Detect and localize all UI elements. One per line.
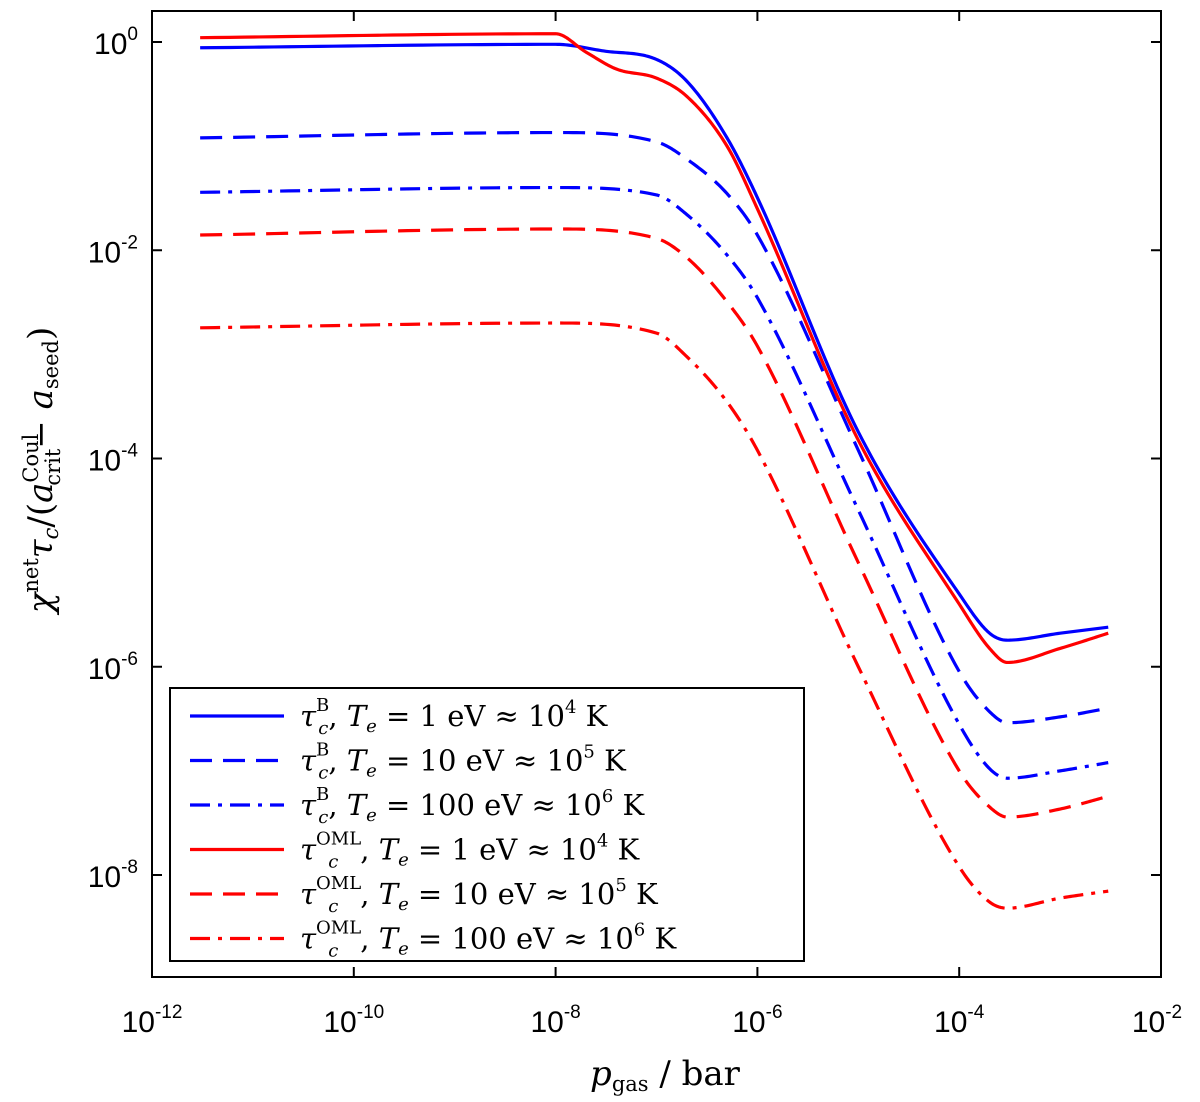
legend-label-2: τB c, Te = 10 eV ≈ 105 K bbox=[300, 740, 627, 784]
y-axis-label-minus: − bbox=[21, 409, 61, 448]
y-axis-label-a2-sub: seed bbox=[39, 340, 63, 389]
y-axis-label-close: ) bbox=[21, 327, 61, 340]
legend-label-6: τOML c, Te = 100 eV ≈ 106 K bbox=[300, 918, 677, 962]
legend: τB c, Te = 1 eV ≈ 104 KτB c, Te = 10 eV ≈ … bbox=[169, 687, 805, 962]
legend-entries: τB c, Te = 1 eV ≈ 104 KτB c, Te = 10 eV ≈ … bbox=[190, 695, 677, 962]
y-tick-label-1: 100 bbox=[94, 24, 138, 61]
legend-label-5: τOML c, Te = 10 eV ≈ 105 K bbox=[300, 873, 659, 917]
y-axis-label-tau: τ bbox=[21, 538, 61, 558]
x-tick-label-3: 10-8 bbox=[530, 1002, 580, 1039]
y-axis-label-chi: χ bbox=[21, 590, 61, 615]
x-axis-label-slash: / bbox=[649, 1054, 682, 1094]
x-tick-label-4: 10-6 bbox=[732, 1002, 782, 1039]
y-axis-label-a1-sub: crit bbox=[41, 448, 65, 486]
y-tick-label-2: 10-2 bbox=[88, 232, 138, 269]
y-tick-labels: 100 10-2 10-4 10-6 10-8 bbox=[88, 24, 139, 894]
y-tick-label-4: 10-6 bbox=[88, 649, 138, 686]
x-tick-label-2: 10-10 bbox=[323, 1002, 384, 1039]
series-line-1 bbox=[200, 42, 1109, 642]
legend-label-3: τB c, Te = 100 eV ≈ 106 K bbox=[300, 784, 646, 828]
x-tick-label-5: 10-4 bbox=[934, 1002, 985, 1039]
series-line-4 bbox=[200, 32, 1109, 665]
series-line-6 bbox=[200, 321, 1109, 910]
series-line-5 bbox=[200, 227, 1109, 819]
y-axis-label: χnetτc/(aCoulcrit− aseed) bbox=[19, 327, 65, 615]
tick-layer bbox=[151, 11, 1162, 977]
x-tick-label-6: 10-2 bbox=[1132, 1002, 1182, 1039]
x-tick-labels: 10-12 10-10 10-8 10-6 10-4 10-2 bbox=[122, 1002, 1183, 1039]
x-axis-label-unit: bar bbox=[682, 1054, 741, 1094]
y-axis-label-a1: a bbox=[21, 483, 61, 503]
y-tick-label-3: 10-4 bbox=[88, 441, 139, 478]
legend-box bbox=[169, 687, 805, 962]
x-axis-label-p: p bbox=[590, 1054, 612, 1094]
series-layer bbox=[200, 32, 1109, 910]
series-line-2 bbox=[200, 130, 1109, 725]
legend-label-1: τB c, Te = 1 eV ≈ 104 K bbox=[300, 695, 609, 739]
x-axis-label-sub: gas bbox=[612, 1072, 649, 1096]
y-axis-label-chi-sup: net bbox=[19, 558, 43, 593]
x-tick-label-1: 10-12 bbox=[122, 1002, 183, 1039]
y-axis-label-a2: a bbox=[21, 389, 61, 409]
plot-frame bbox=[151, 10, 1162, 978]
legend-label-4: τOML c, Te = 1 eV ≈ 104 K bbox=[300, 829, 641, 873]
y-axis-label-a1-sup: Coul bbox=[19, 433, 43, 482]
y-axis-label-tau-sub: c bbox=[39, 527, 63, 539]
y-axis-label-open: /( bbox=[21, 503, 61, 528]
y-tick-label-5: 10-8 bbox=[88, 857, 138, 894]
x-axis-label: pgas / bar bbox=[590, 1054, 741, 1096]
